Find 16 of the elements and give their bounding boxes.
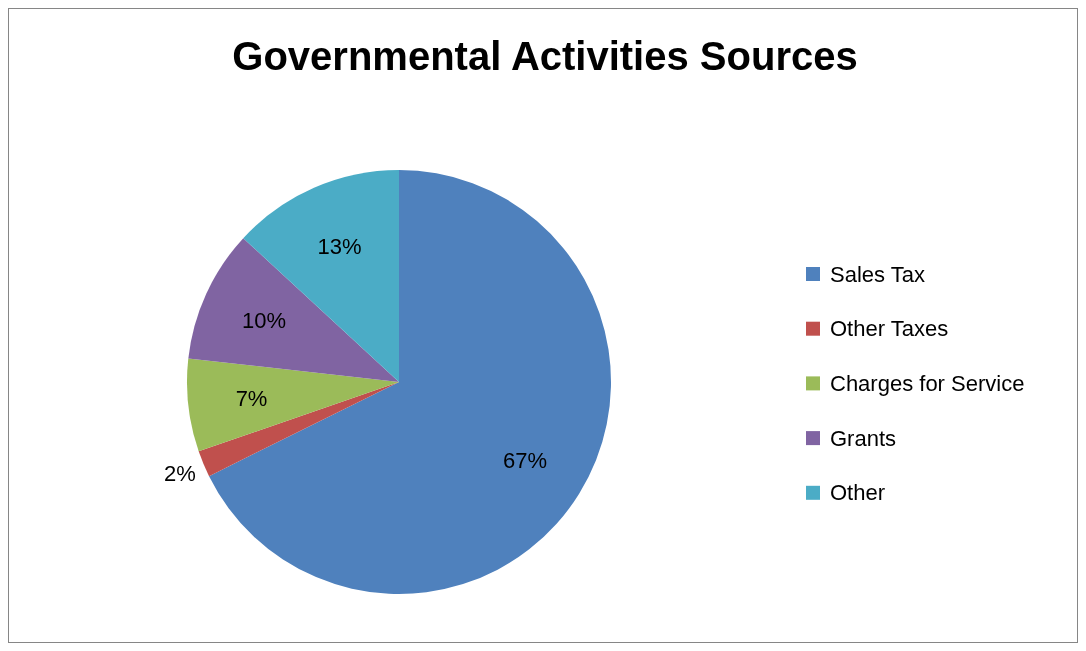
data-label: 7%	[235, 385, 268, 411]
pie-slice	[198, 382, 399, 477]
legend-label: Charges for Service	[830, 370, 1025, 396]
data-label: 2%	[164, 461, 196, 487]
data-label: 10%	[241, 307, 287, 333]
chart-title: Governmental Activities Sources	[232, 34, 858, 78]
pie-slice	[209, 170, 611, 594]
data-label: 67%	[503, 447, 548, 473]
legend-label: Grants	[830, 425, 897, 451]
legend-label: Other Taxes	[830, 316, 949, 342]
data-label: 13%	[317, 233, 362, 259]
legend-label: Sales Tax	[830, 261, 925, 287]
legend-label: Other	[830, 480, 886, 506]
pie-slice	[243, 170, 399, 382]
pie-slice	[187, 358, 399, 452]
pie-slice	[188, 238, 399, 382]
